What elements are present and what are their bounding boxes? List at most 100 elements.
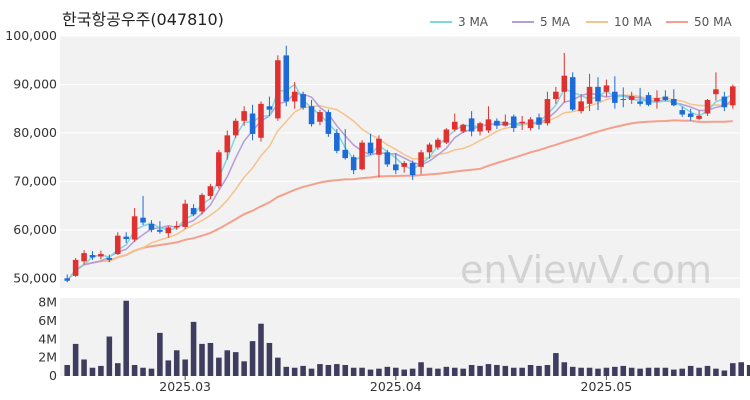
candle [81, 250, 87, 265]
volume-bar [64, 364, 70, 376]
candle [258, 101, 264, 142]
candle [367, 133, 374, 155]
candle [485, 106, 492, 133]
candle [131, 208, 138, 242]
candle [317, 109, 323, 126]
candle [418, 149, 424, 175]
volume-y-tick-label: 2M [38, 350, 57, 365]
volume-bar [645, 367, 652, 376]
candle [451, 113, 458, 132]
candle [637, 87, 643, 107]
candle [595, 77, 601, 111]
candle [291, 82, 298, 109]
moving-average-50-line [66, 119, 733, 282]
volume-bar [696, 367, 702, 376]
candle [64, 274, 70, 283]
volume-y-axis: 8M 6M 4M 2M 0 [38, 295, 57, 383]
volume-bar [393, 367, 399, 376]
volume-bar [443, 366, 450, 376]
volume-bar [106, 336, 113, 376]
volume-y-tick-label: 4M [38, 331, 57, 346]
candle [350, 154, 357, 175]
candle [704, 99, 711, 116]
legend-label: 10 MA [614, 15, 652, 29]
candle [612, 76, 618, 109]
legend: 3 MA 5 MA 10 MA 50 MA [430, 15, 732, 29]
volume-bar [334, 364, 340, 376]
candle [165, 225, 172, 238]
candle [148, 220, 155, 233]
price-gridlines [60, 35, 740, 279]
price-y-tick-label: 60,000 [13, 222, 57, 237]
candle [586, 73, 593, 112]
volume-bar [123, 300, 129, 376]
volume-bar [527, 364, 534, 376]
legend-label: 3 MA [458, 15, 489, 29]
candle [578, 94, 584, 114]
price-y-tick-label: 50,000 [13, 270, 57, 285]
volume-bar [704, 365, 711, 376]
volume-bar [207, 342, 214, 376]
price-y-tick-label: 80,000 [13, 125, 57, 140]
volume-bar [628, 367, 635, 376]
volume-bar [266, 342, 273, 376]
candle [182, 199, 188, 229]
volume-bar [671, 369, 677, 376]
candle [662, 90, 669, 102]
volume-bar [384, 366, 391, 376]
candle [359, 140, 365, 171]
candle [199, 193, 205, 215]
volume-bar [687, 365, 694, 376]
candle [216, 149, 222, 189]
volume-bar [165, 360, 172, 376]
candle [460, 123, 466, 133]
volume-bar [359, 367, 365, 376]
volume-y-tick-label: 6M [38, 313, 57, 328]
volume-bar [342, 364, 349, 376]
volume-bar [317, 364, 323, 376]
volume-bar [418, 362, 424, 376]
candle [173, 221, 180, 230]
volume-series [64, 300, 750, 376]
candle [679, 106, 686, 117]
volume-bar [258, 323, 264, 376]
volume-bar [148, 368, 155, 376]
candle [671, 89, 677, 107]
candlestick-series [64, 45, 736, 283]
candle [266, 96, 273, 116]
volume-bar [679, 368, 686, 376]
candle [426, 142, 433, 159]
candle [401, 161, 407, 173]
candle [89, 251, 96, 260]
volume-bar [89, 367, 96, 376]
volume-bar [98, 365, 104, 376]
volume-plot-area [60, 298, 740, 376]
volume-bar [157, 332, 163, 376]
volume-bar [72, 343, 79, 376]
volume-bar [536, 365, 542, 376]
volume-bar [586, 367, 593, 376]
volume-bar [510, 367, 517, 376]
price-y-axis: 100,000 90,000 80,000 70,000 60,000 50,000 [5, 28, 57, 285]
volume-bar [713, 368, 719, 376]
candle [384, 149, 391, 167]
price-y-tick-label: 100,000 [5, 28, 57, 43]
volume-bar [241, 361, 247, 376]
legend-label: 5 MA [540, 15, 571, 29]
candle [443, 128, 450, 145]
candle [114, 232, 121, 256]
candle [334, 129, 340, 154]
candle [409, 160, 416, 180]
candle [628, 91, 635, 104]
volume-bar [553, 353, 559, 376]
candle [721, 91, 728, 112]
candle [325, 109, 332, 137]
volume-bar [300, 365, 306, 376]
candle [241, 106, 247, 126]
price-y-tick-label: 90,000 [13, 76, 57, 91]
volume-bar [738, 362, 744, 376]
volume-bar [350, 367, 357, 376]
volume-bar [325, 364, 332, 376]
